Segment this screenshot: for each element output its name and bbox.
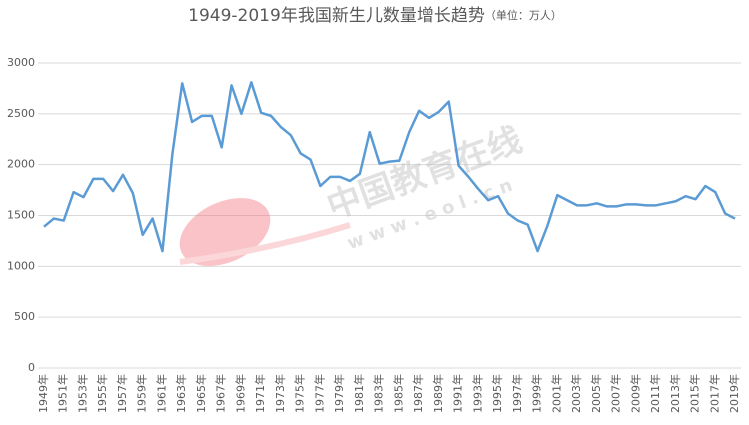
y-tick-label: 0: [28, 361, 35, 374]
x-tick-label: 2011年: [648, 374, 662, 413]
x-tick-label: 1989年: [431, 374, 445, 413]
x-tick-label: 1993年: [470, 374, 484, 413]
y-tick-label: 1000: [7, 259, 35, 272]
x-tick-label: 2003年: [569, 374, 583, 413]
x-tick-label: 1953年: [75, 374, 89, 413]
x-tick-label: 2007年: [609, 374, 623, 413]
x-tick-label: 1981年: [352, 374, 366, 413]
x-tick-label: 2013年: [668, 374, 682, 413]
x-tick-label: 1963年: [174, 374, 188, 413]
x-tick-label: 1965年: [194, 374, 208, 413]
x-tick-label: 1997年: [510, 374, 524, 413]
x-tick-label: 1955年: [95, 374, 109, 413]
x-tick-label: 1959年: [135, 374, 149, 413]
x-tick-label: 1977年: [312, 374, 326, 413]
y-tick-label: 500: [14, 310, 35, 323]
x-tick-label: 1951年: [56, 374, 70, 413]
x-tick-label: 1969年: [233, 374, 247, 413]
chart-subtitle: （单位：万人）: [485, 8, 562, 22]
x-tick-label: 1975年: [293, 374, 307, 413]
x-tick-label: 1983年: [372, 374, 386, 413]
chart-title: 1949-2019年我国新生儿数量增长趋势: [188, 6, 485, 26]
y-tick-label: 2500: [7, 107, 35, 120]
x-tick-label: 1949年: [36, 374, 50, 413]
x-tick-label: 1995年: [490, 374, 504, 413]
data-line: [43, 81, 736, 253]
x-tick-label: 1971年: [253, 374, 267, 413]
x-tick-label: 1967年: [214, 374, 228, 413]
x-tick-label: 2017年: [707, 374, 721, 413]
chart-title-group: 1949-2019年我国新生儿数量增长趋势（单位：万人）: [188, 6, 562, 26]
x-tick-label: 1987年: [411, 374, 425, 413]
y-tick-label: 1500: [7, 209, 35, 222]
x-tick-label: 1991年: [451, 374, 465, 413]
x-tick-label: 2009年: [628, 374, 642, 413]
x-tick-label: 1961年: [154, 374, 168, 413]
y-tick-label: 3000: [7, 56, 35, 69]
x-tick-label: 1973年: [273, 374, 287, 413]
x-tick-label: 2019年: [727, 374, 741, 413]
x-tick-label: 1999年: [530, 374, 544, 413]
x-tick-label: 1979年: [332, 374, 346, 413]
x-tick-label: 2001年: [549, 374, 563, 413]
x-tick-label: 1957年: [115, 374, 129, 413]
y-tick-label: 2000: [7, 158, 35, 171]
x-tick-label: 2005年: [589, 374, 603, 413]
x-tick-label: 1985年: [391, 374, 405, 413]
x-tick-label: 2015年: [688, 374, 702, 413]
